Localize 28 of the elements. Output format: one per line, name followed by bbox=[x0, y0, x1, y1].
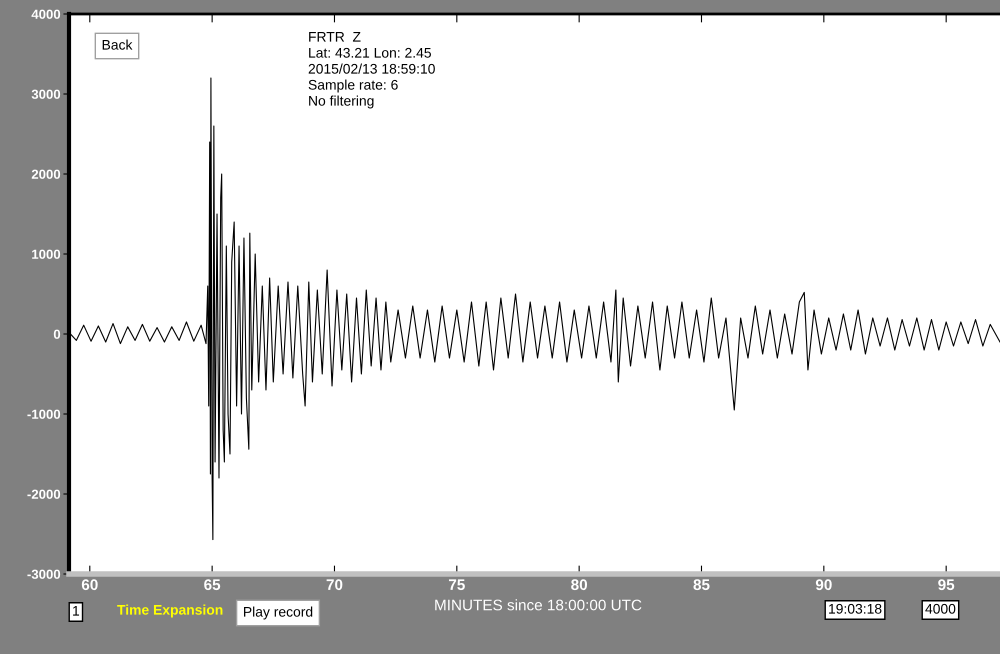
x-tick-label: 95 bbox=[938, 579, 954, 590]
x-tick-label: 75 bbox=[448, 579, 465, 590]
text: 1 bbox=[73, 606, 80, 616]
text: Time Expansion bbox=[117, 604, 222, 618]
text: Play record bbox=[244, 606, 312, 620]
x-tick-label: 90 bbox=[816, 579, 832, 590]
x-tick-label: 85 bbox=[693, 579, 710, 590]
x-tick-label: 60 bbox=[82, 579, 98, 590]
y-tick-label: 2000 bbox=[32, 170, 60, 179]
y-tick-label: -3000 bbox=[27, 570, 60, 579]
y-tick-label: 1000 bbox=[32, 250, 60, 259]
x-tick-label: 70 bbox=[326, 579, 342, 590]
y-tick-label: 3000 bbox=[32, 90, 60, 99]
annotation: 2015/02/13 18:59:10 bbox=[308, 64, 435, 74]
annotation: Sample rate: 6 bbox=[308, 80, 398, 92]
y-tick-label: -1000 bbox=[27, 410, 60, 419]
annotation: No filtering bbox=[309, 96, 374, 108]
x-axis-title: MINUTES since 18:00:00 UTC bbox=[435, 599, 642, 610]
x-tick-label: 65 bbox=[204, 579, 220, 590]
x-tick-label: 80 bbox=[571, 579, 588, 590]
annotation: Lat: 43.21 Lon: 2.45 bbox=[309, 48, 431, 58]
annotation: FRTR Z bbox=[309, 32, 361, 42]
y-tick-label: 0 bbox=[54, 330, 60, 339]
y-tick-label: -2000 bbox=[27, 490, 60, 499]
text: 19:03:18 bbox=[829, 604, 882, 614]
y-tick-label: 4000 bbox=[32, 10, 60, 19]
text: 4000 bbox=[925, 604, 956, 614]
annotation: Back bbox=[102, 40, 132, 50]
